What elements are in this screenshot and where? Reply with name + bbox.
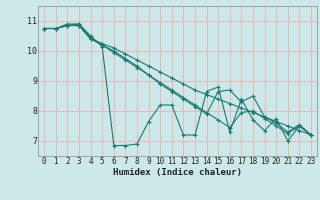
- X-axis label: Humidex (Indice chaleur): Humidex (Indice chaleur): [113, 168, 242, 177]
